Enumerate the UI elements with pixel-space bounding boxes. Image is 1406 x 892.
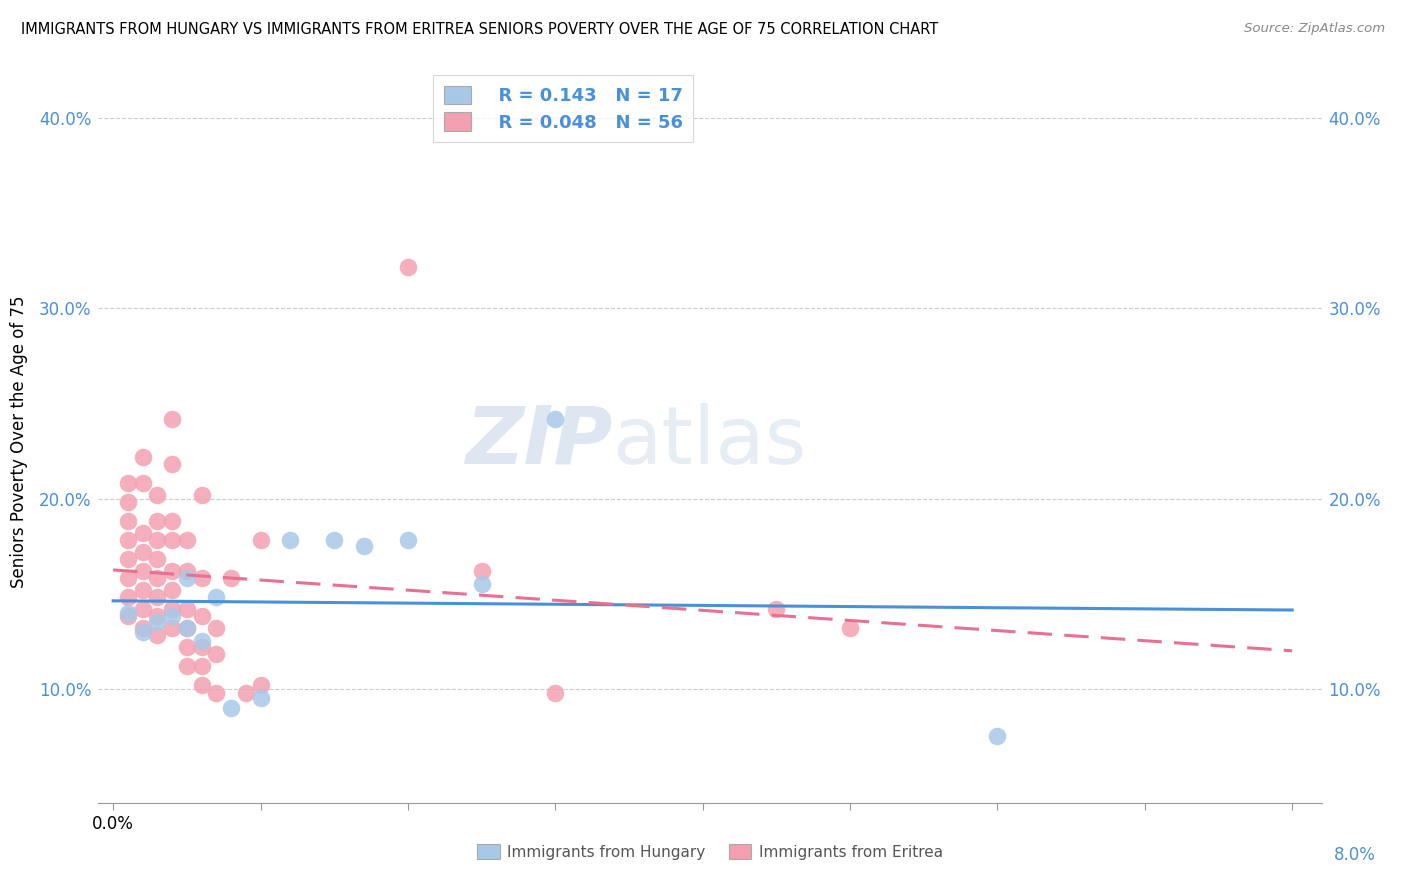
Point: [249, 678, 271, 692]
Point: [323, 533, 346, 548]
Point: [160, 602, 183, 616]
Point: [160, 582, 183, 597]
Point: [117, 515, 139, 529]
Point: [131, 602, 153, 616]
Point: [176, 564, 198, 578]
Point: [176, 602, 198, 616]
Point: [117, 476, 139, 491]
Point: [160, 458, 183, 472]
Point: [146, 615, 169, 630]
Point: [205, 591, 228, 605]
Point: [176, 533, 198, 548]
Point: [190, 488, 212, 502]
Point: [131, 525, 153, 540]
Point: [146, 628, 169, 642]
Point: [117, 609, 139, 624]
Point: [131, 545, 153, 559]
Point: [131, 624, 153, 639]
Point: [160, 515, 183, 529]
Point: [249, 533, 271, 548]
Point: [986, 729, 1008, 743]
Point: [131, 564, 153, 578]
Point: [146, 515, 169, 529]
Point: [219, 571, 242, 585]
Point: [396, 260, 419, 274]
Point: [471, 564, 494, 578]
Point: [176, 621, 198, 635]
Y-axis label: Seniors Poverty Over the Age of 75: Seniors Poverty Over the Age of 75: [10, 295, 28, 588]
Point: [131, 476, 153, 491]
Point: [160, 564, 183, 578]
Point: [176, 640, 198, 654]
Point: [117, 533, 139, 548]
Point: [160, 621, 183, 635]
Point: [176, 621, 198, 635]
Point: [249, 691, 271, 706]
Point: [235, 685, 257, 699]
Point: [353, 539, 375, 553]
Legend: Immigrants from Hungary, Immigrants from Eritrea: Immigrants from Hungary, Immigrants from…: [470, 836, 950, 867]
Point: [544, 411, 567, 425]
Text: Source: ZipAtlas.com: Source: ZipAtlas.com: [1244, 22, 1385, 36]
Point: [160, 533, 183, 548]
Point: [146, 533, 169, 548]
Point: [396, 533, 419, 548]
Point: [117, 606, 139, 620]
Point: [190, 640, 212, 654]
Text: atlas: atlas: [612, 402, 807, 481]
Point: [190, 659, 212, 673]
Point: [190, 609, 212, 624]
Point: [117, 552, 139, 566]
Point: [146, 571, 169, 585]
Text: IMMIGRANTS FROM HUNGARY VS IMMIGRANTS FROM ERITREA SENIORS POVERTY OVER THE AGE : IMMIGRANTS FROM HUNGARY VS IMMIGRANTS FR…: [21, 22, 938, 37]
Point: [131, 582, 153, 597]
Point: [131, 450, 153, 464]
Point: [219, 700, 242, 714]
Point: [190, 634, 212, 648]
Point: [190, 678, 212, 692]
Point: [146, 591, 169, 605]
Point: [146, 609, 169, 624]
Point: [205, 648, 228, 662]
Point: [205, 685, 228, 699]
Point: [765, 602, 787, 616]
Point: [839, 621, 862, 635]
Point: [160, 609, 183, 624]
Point: [160, 411, 183, 425]
Point: [131, 621, 153, 635]
Point: [117, 571, 139, 585]
Point: [146, 488, 169, 502]
Point: [278, 533, 301, 548]
Point: [146, 552, 169, 566]
Point: [544, 685, 567, 699]
Text: ZIP: ZIP: [465, 402, 612, 481]
Point: [190, 571, 212, 585]
Point: [176, 571, 198, 585]
Point: [117, 495, 139, 509]
Point: [176, 659, 198, 673]
Point: [117, 591, 139, 605]
Text: 8.0%: 8.0%: [1334, 847, 1375, 864]
Point: [205, 621, 228, 635]
Point: [471, 577, 494, 591]
